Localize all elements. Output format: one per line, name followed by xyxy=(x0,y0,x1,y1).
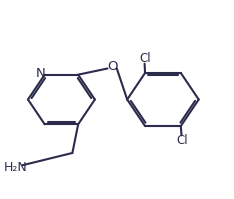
Text: Cl: Cl xyxy=(139,52,151,65)
Text: Cl: Cl xyxy=(176,134,188,147)
Text: H₂N: H₂N xyxy=(4,161,27,174)
Text: O: O xyxy=(107,60,117,73)
Text: N: N xyxy=(36,67,45,80)
